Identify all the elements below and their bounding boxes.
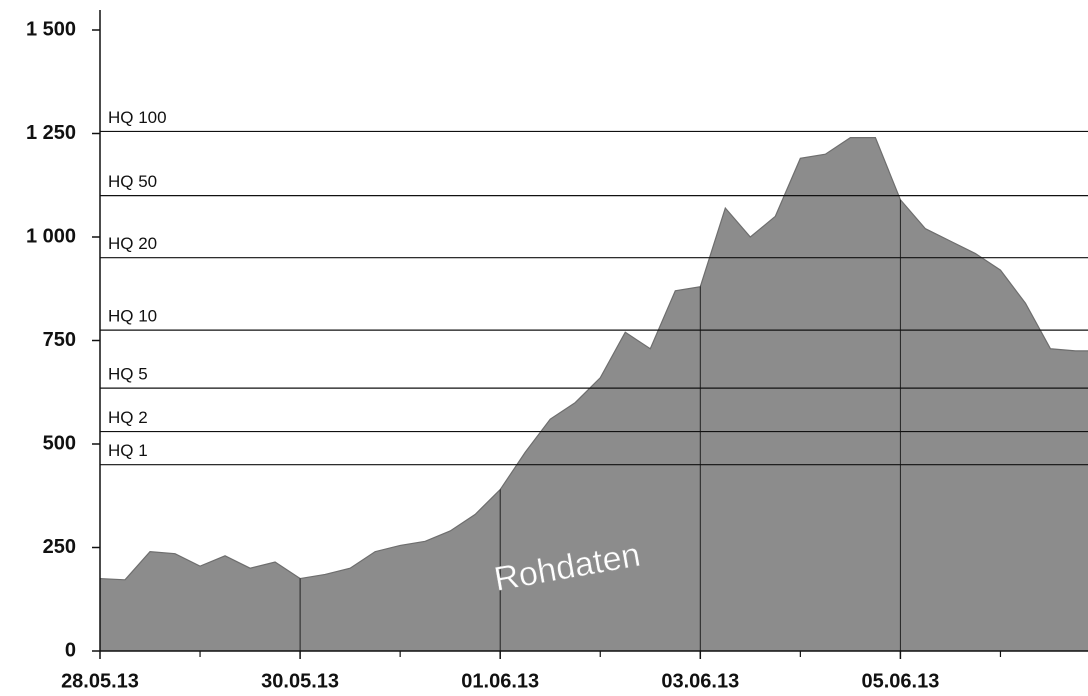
x-tick-label: 05.06.13 xyxy=(861,670,939,692)
reference-label: HQ 5 xyxy=(108,365,148,384)
y-tick-label: 500 xyxy=(43,432,76,454)
y-tick-label: 0 xyxy=(65,639,76,661)
x-tick-label: 01.06.13 xyxy=(461,670,539,692)
y-tick-label: 1 500 xyxy=(26,18,76,40)
reference-label: HQ 2 xyxy=(108,408,148,427)
x-tick-label: 03.06.13 xyxy=(661,670,739,692)
area-edge xyxy=(99,137,1088,581)
reference-label: HQ 1 xyxy=(108,441,148,460)
reference-label: HQ 100 xyxy=(108,108,167,127)
reference-label: HQ 10 xyxy=(108,307,157,326)
y-tick-label: 1 000 xyxy=(26,225,76,247)
x-tick-label: 28.05.13 xyxy=(61,670,139,692)
reference-label: HQ 20 xyxy=(108,234,157,253)
y-tick-label: 750 xyxy=(43,329,76,351)
y-tick-label: 1 250 xyxy=(26,122,76,144)
area xyxy=(100,137,1088,651)
x-tick-label: 30.05.13 xyxy=(261,670,339,692)
reference-label: HQ 50 xyxy=(108,172,157,191)
y-tick-label: 250 xyxy=(43,536,76,558)
